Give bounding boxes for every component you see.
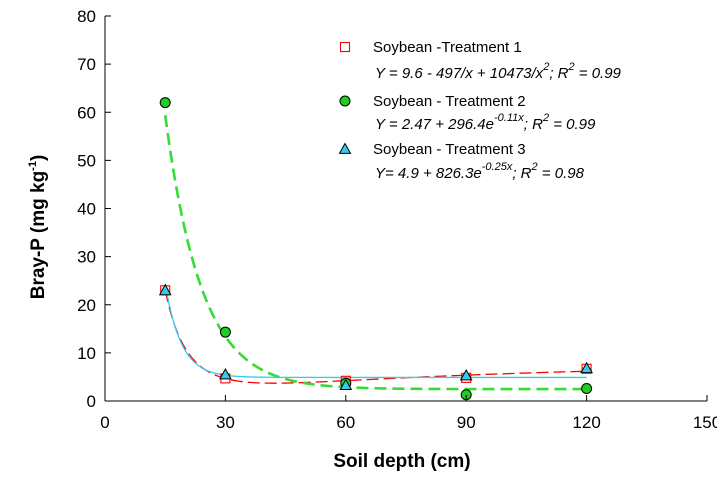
x-tick-label: 60 <box>336 413 355 432</box>
equation-text: Y= 4.9 + 826.3e <box>375 165 482 182</box>
equation-superscript: 2 <box>567 61 574 73</box>
data-point-series-2 <box>581 382 593 394</box>
equation-text: ; R <box>512 165 531 182</box>
equation-text: ; R <box>549 65 568 82</box>
x-tick-label: 150 <box>693 413 717 432</box>
fit-line-series-3 <box>164 283 587 379</box>
legend-equation-series-1: Y = 9.6 - 497/x + 10473/x2; R2 = 0.99 <box>375 61 622 82</box>
data-point-series-3 <box>219 368 232 380</box>
equation-superscript: -0.25x <box>482 161 513 173</box>
legend-equation-series-2: Y = 2.47 + 296.4e-0.11x; R2 = 0.99 <box>375 112 596 133</box>
y-tick-label: 60 <box>77 103 96 122</box>
data-point-series-2 <box>159 97 171 109</box>
legend: Soybean -Treatment 1 Y = 9.6 - 497/x + 10… <box>338 39 622 182</box>
legend-label-series-3: Soybean - Treatment 3 <box>373 141 526 158</box>
y-axis-ticks: 0 10 20 30 40 50 60 70 80 <box>77 7 111 411</box>
y-tick-label: 70 <box>77 55 96 74</box>
data-point-series-3 <box>339 378 353 391</box>
x-tick-label: 90 <box>457 413 476 432</box>
legend-label-series-2: Soybean - Treatment 2 <box>373 93 526 110</box>
x-tick-label: 30 <box>216 413 235 432</box>
equation-text: Y = 2.47 + 296.4e <box>375 116 494 133</box>
equation-superscript: 2 <box>542 112 549 124</box>
data-point-series-3 <box>158 283 172 296</box>
data-point-series-2 <box>219 326 231 338</box>
y-tick-label: 20 <box>77 296 96 315</box>
data-point-series-3 <box>459 368 473 381</box>
y-tick-label: 40 <box>77 200 96 219</box>
fit-lines <box>163 114 587 391</box>
equation-text: = 0.98 <box>538 165 585 182</box>
legend-marker-series-2 <box>339 95 351 107</box>
equation-text: Y = 9.6 - 497/x + 10473/x <box>375 65 544 82</box>
y-tick-label: 10 <box>77 344 96 363</box>
y-tick-label: 80 <box>77 7 96 26</box>
equation-superscript: 2 <box>542 61 549 73</box>
data-point-series-3 <box>580 361 593 374</box>
y-tick-label: 50 <box>77 151 96 170</box>
legend-marker-series-3 <box>338 142 352 154</box>
equation-superscript: -0.11x <box>494 112 524 124</box>
legend-equation-series-3: Y= 4.9 + 826.3e-0.25x; R2 = 0.98 <box>375 161 585 182</box>
legend-label-series-1: Soybean -Treatment 1 <box>373 39 522 56</box>
x-tick-label: 120 <box>572 413 600 432</box>
legend-marker-series-1 <box>339 41 351 53</box>
equation-text: = 0.99 <box>575 65 622 82</box>
equation-superscript: 2 <box>531 161 538 173</box>
equation-text: ; R <box>524 116 543 133</box>
fit-line-series-1 <box>164 290 587 384</box>
x-axis-ticks: 0 30 60 90 120 150 <box>100 395 717 432</box>
y-tick-label: 0 <box>87 392 96 411</box>
equation-text: = 0.99 <box>549 116 596 133</box>
y-axis-title: Bray-P (mg kg-1) <box>27 155 49 300</box>
x-axis-title: Soil depth (cm) <box>333 451 470 472</box>
y-tick-label: 30 <box>77 248 96 267</box>
fit-line-series-2 <box>163 114 587 391</box>
x-tick-label: 0 <box>100 413 109 432</box>
data-markers <box>158 97 593 401</box>
